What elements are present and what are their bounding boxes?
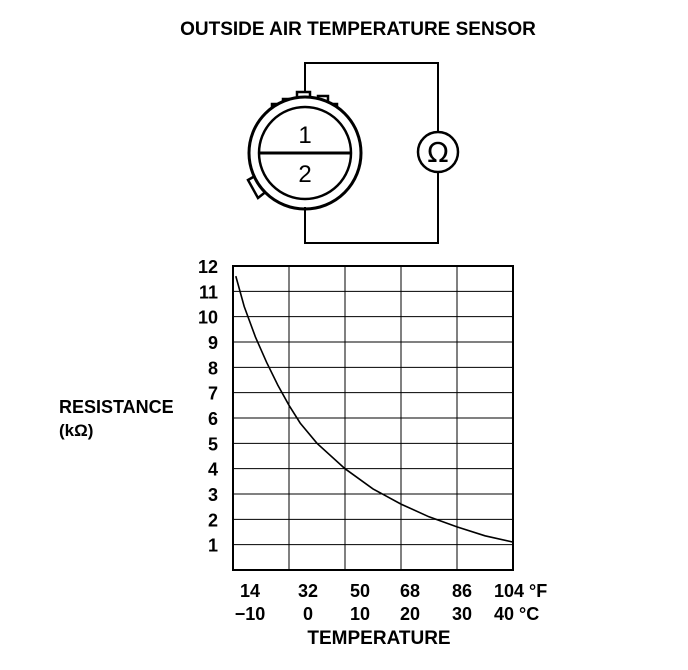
y-tick-label: 7 [208, 384, 218, 404]
y-tick-label: 8 [208, 358, 218, 378]
resistance-curve [235, 275, 514, 543]
x-tick-label-fahrenheit: 68 [400, 581, 420, 601]
x-tick-label-fahrenheit: 104 °F [494, 581, 547, 601]
x-axis-label: TEMPERATURE [307, 628, 450, 649]
chart-frame [232, 265, 514, 571]
y-axis-unit: (kΩ) [59, 421, 93, 440]
sensor-connector: 1 2 [246, 90, 363, 211]
x-tick-label-fahrenheit: 32 [298, 581, 318, 601]
y-tick-label: 12 [198, 257, 218, 277]
y-tick-label: 1 [208, 536, 218, 556]
ohm-symbol: Ω [427, 136, 448, 169]
y-tick-label: 3 [208, 485, 218, 505]
x-tick-label-fahrenheit: 50 [350, 581, 370, 601]
x-tick-label-celsius: 10 [350, 604, 370, 624]
y-tick-label: 10 [198, 308, 218, 328]
x-tick-label-celsius: 0 [303, 604, 313, 624]
x-tick-label-fahrenheit: 86 [452, 581, 472, 601]
y-tick-label: 4 [208, 460, 218, 480]
y-tick-label: 9 [208, 333, 218, 353]
x-tick-label-celsius: −10 [235, 604, 266, 624]
y-tick-label: 5 [208, 434, 218, 454]
wire-terminal-2 [304, 172, 439, 244]
y-axis-label: RESISTANCE [59, 397, 174, 417]
test-wiring [304, 62, 439, 244]
chart-grid [233, 266, 513, 570]
y-tick-label: 2 [208, 510, 218, 530]
ohmmeter-icon [416, 130, 460, 174]
x-tick-label-celsius: 20 [400, 604, 420, 624]
terminal-1-label: 1 [298, 122, 311, 149]
y-tick-label: 11 [199, 282, 218, 302]
terminal-2-label: 2 [298, 161, 311, 188]
y-tick-label: 6 [208, 409, 218, 429]
wire-terminal-1 [304, 62, 439, 132]
x-tick-label-fahrenheit: 14 [240, 581, 260, 601]
ohmmeter: Ω [416, 130, 460, 174]
x-tick-label-celsius: 40 °C [494, 604, 539, 624]
x-tick-label-celsius: 30 [452, 604, 472, 624]
diagram-title: OUTSIDE AIR TEMPERATURE SENSOR [180, 19, 536, 40]
x-tick-labels: 14 32 50 68 86 104 °F −10 0 10 20 30 40 °C [235, 581, 548, 624]
